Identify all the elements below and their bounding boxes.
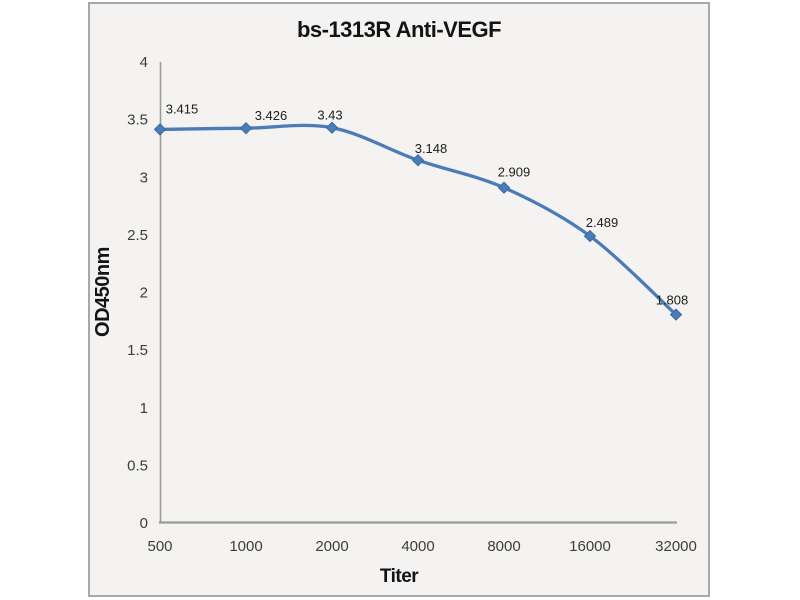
y-tick-label: 4 — [140, 54, 148, 71]
data-point-label: 3.415 — [166, 101, 199, 116]
data-point-label: 2.489 — [586, 215, 619, 230]
data-point-marker — [583, 229, 597, 243]
data-point-marker — [325, 121, 339, 134]
data-point-label: 1.808 — [656, 293, 689, 308]
x-tick-label: 500 — [147, 538, 172, 555]
data-point-marker — [239, 121, 253, 135]
data-point-marker — [411, 153, 425, 167]
x-tick-label: 8000 — [487, 538, 520, 555]
y-tick-label: 3 — [140, 169, 148, 186]
data-point-label: 3.148 — [415, 141, 448, 156]
data-point-label: 3.43 — [317, 108, 342, 123]
x-tick-label: 4000 — [401, 538, 434, 555]
x-tick-label: 16000 — [569, 538, 611, 555]
y-tick-label: 0 — [140, 515, 148, 532]
data-point-label: 3.426 — [255, 108, 288, 123]
chart-title: bs-1313R Anti-VEGF — [297, 17, 501, 42]
y-tick-label: 3.5 — [127, 112, 148, 129]
y-tick-label: 2 — [140, 285, 148, 302]
data-point-marker — [153, 123, 167, 136]
axis-lines — [159, 62, 677, 524]
x-axis-title: Titer — [380, 566, 419, 587]
y-axis-title: OD450nm — [92, 247, 114, 337]
y-tick-label: 1 — [140, 400, 148, 417]
data-point-marker — [669, 308, 683, 321]
x-axis-tick-labels: 500 1000 2000 4000 8000 16000 32000 — [147, 538, 696, 555]
x-tick-label: 32000 — [655, 538, 697, 555]
data-point-labels: 3.415 3.426 3.43 3.148 2.909 2.489 1.808 — [166, 101, 689, 307]
data-series — [153, 121, 683, 321]
y-axis-tick-labels: 0 0.5 1 1.5 2 2.5 3 3.5 4 — [127, 54, 148, 532]
y-tick-label: 2.5 — [127, 227, 148, 244]
x-tick-label: 1000 — [229, 538, 262, 555]
data-point-marker — [497, 181, 511, 194]
x-tick-label: 2000 — [315, 538, 348, 555]
chart-frame — [88, 2, 710, 597]
y-tick-label: 0.5 — [127, 457, 148, 474]
data-point-label: 2.909 — [498, 165, 531, 180]
y-tick-label: 1.5 — [127, 342, 148, 359]
